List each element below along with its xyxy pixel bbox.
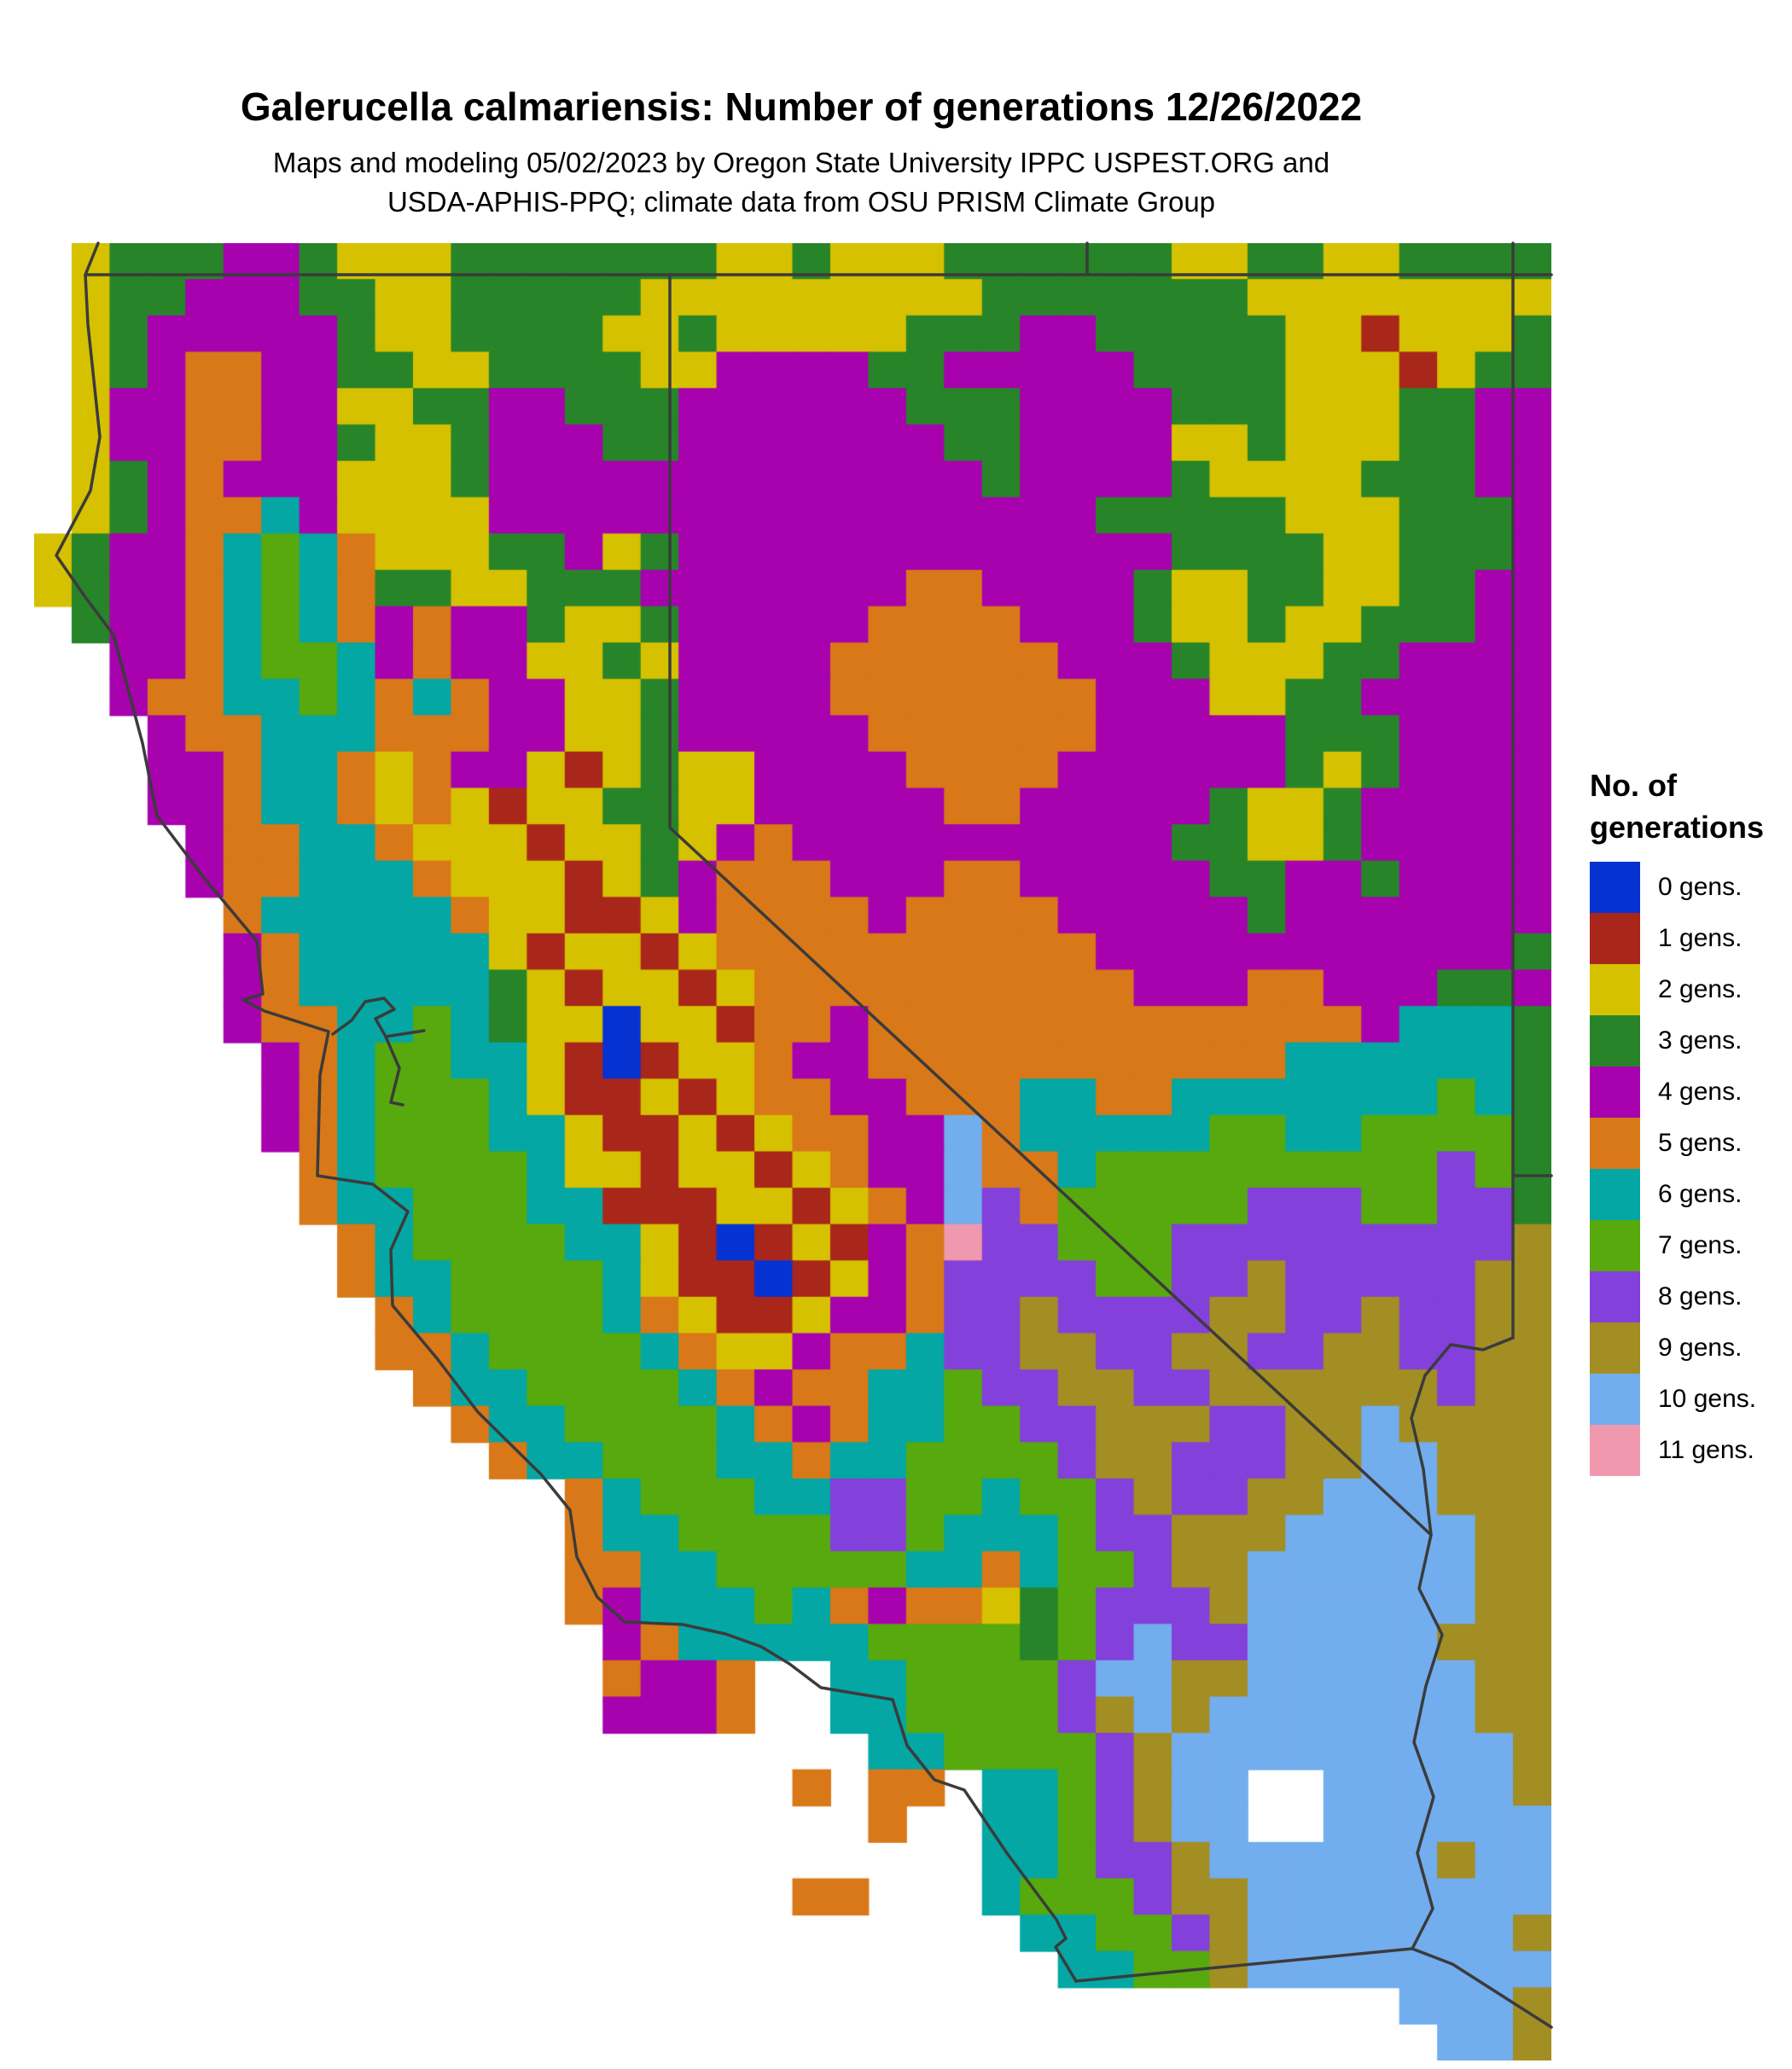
legend-item: 0 gens. bbox=[1590, 862, 1786, 913]
subtitle-line-1: Maps and modeling 05/02/2023 by Oregon S… bbox=[272, 147, 1330, 178]
legend-label: 0 gens. bbox=[1658, 873, 1743, 901]
legend-swatch-9-gens bbox=[1590, 1322, 1640, 1374]
map-subtitle: Maps and modeling 05/02/2023 by Oregon S… bbox=[0, 143, 1603, 222]
legend-label: 9 gens. bbox=[1658, 1334, 1743, 1362]
legend-title-line-2: generations bbox=[1590, 810, 1765, 845]
page-title: Galerucella calmariensis: Number of gene… bbox=[240, 84, 1363, 129]
legend-title-line-1: No. of bbox=[1590, 768, 1677, 803]
legend-label: 11 gens. bbox=[1658, 1436, 1754, 1464]
legend-label: 8 gens. bbox=[1658, 1282, 1743, 1311]
legend-swatch-3-gens bbox=[1590, 1015, 1640, 1066]
legend-item: 3 gens. bbox=[1590, 1015, 1786, 1066]
legend-label: 2 gens. bbox=[1658, 975, 1743, 1003]
legend-swatch-11-gens bbox=[1590, 1425, 1640, 1476]
legend-item: 4 gens. bbox=[1590, 1066, 1786, 1118]
legend-swatch-0-gens bbox=[1590, 862, 1640, 913]
legend-swatch-5-gens bbox=[1590, 1118, 1640, 1169]
legend-item: 5 gens. bbox=[1590, 1118, 1786, 1169]
subtitle-line-2: USDA-APHIS-PPQ; climate data from OSU PR… bbox=[387, 186, 1216, 218]
legend-swatch-8-gens bbox=[1590, 1271, 1640, 1322]
legend-label: 7 gens. bbox=[1658, 1231, 1743, 1259]
legend-label: 5 gens. bbox=[1658, 1129, 1743, 1157]
legend-label: 10 gens. bbox=[1658, 1385, 1757, 1413]
generations-raster-map bbox=[34, 243, 1551, 2060]
legend-item: 8 gens. bbox=[1590, 1271, 1786, 1322]
legend-label: 1 gens. bbox=[1658, 924, 1743, 952]
legend-item: 7 gens. bbox=[1590, 1220, 1786, 1271]
legend-item: 10 gens. bbox=[1590, 1374, 1786, 1425]
legend-swatch-6-gens bbox=[1590, 1169, 1640, 1220]
legend-item: 2 gens. bbox=[1590, 964, 1786, 1015]
legend-item: 11 gens. bbox=[1590, 1425, 1786, 1476]
legend: No. of generations 0 gens. 1 gens. 2 gen… bbox=[1590, 764, 1786, 1476]
legend-label: 4 gens. bbox=[1658, 1078, 1743, 1106]
legend-swatch-1-gens bbox=[1590, 913, 1640, 964]
legend-items: 0 gens. 1 gens. 2 gens. 3 gens. 4 gens. … bbox=[1590, 862, 1786, 1476]
legend-swatch-7-gens bbox=[1590, 1220, 1640, 1271]
legend-item: 6 gens. bbox=[1590, 1169, 1786, 1220]
legend-label: 3 gens. bbox=[1658, 1026, 1743, 1055]
legend-swatch-10-gens bbox=[1590, 1374, 1640, 1425]
legend-swatch-4-gens bbox=[1590, 1066, 1640, 1118]
legend-title: No. of generations bbox=[1590, 764, 1786, 848]
legend-item: 9 gens. bbox=[1590, 1322, 1786, 1374]
legend-label: 6 gens. bbox=[1658, 1180, 1743, 1208]
legend-swatch-2-gens bbox=[1590, 964, 1640, 1015]
legend-item: 1 gens. bbox=[1590, 913, 1786, 964]
